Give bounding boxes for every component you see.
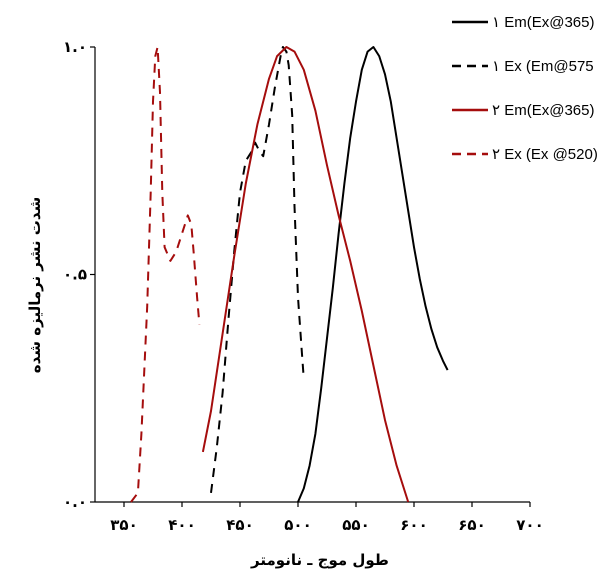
series-line-2 xyxy=(210,46,305,494)
x-axis: ۳۵۰ ۴۰۰ ۴۵۰ ۵۰۰ ۵۵۰ ۶۰۰ ۶۵۰ ۷۰۰ xyxy=(110,502,544,534)
series-layer xyxy=(130,46,449,503)
y-axis: ۰.۰ ۰.۵ ۱.۰ xyxy=(63,38,95,511)
legend-label: ۱ Em(Ex@365) xyxy=(492,14,594,31)
y-tick-label: ۰.۰ xyxy=(63,493,87,511)
y-tick-label: ۰.۵ xyxy=(63,266,87,284)
x-axis-title: طول موج ـ نانومتر xyxy=(250,551,389,569)
plot-area xyxy=(94,47,530,503)
x-tick-label: ۵۵۰ xyxy=(342,516,369,534)
series-line-1 xyxy=(297,46,449,503)
y-tick-label: ۱.۰ xyxy=(63,38,87,56)
series-line-4 xyxy=(130,46,201,503)
x-tick-label: ۴۵۰ xyxy=(226,516,253,534)
legend: ۱ Em(Ex@365) ۱ Ex (Em@575 ۲ Em(Ex@365) ۲ Ex… xyxy=(452,14,598,163)
legend-label: ۱ Ex (Em@575 xyxy=(492,58,594,75)
x-tick-label: ۴۰۰ xyxy=(168,516,195,534)
x-tick-label: ۷۰۰ xyxy=(516,516,543,534)
x-tick-label: ۶۰۰ xyxy=(400,516,427,534)
x-tick-label: ۵۰۰ xyxy=(284,516,311,534)
y-axis-title: شدت نشر نرمالیزه شده xyxy=(26,197,44,373)
series-line-3 xyxy=(201,46,410,503)
legend-label: ۲ Em(Ex@365) xyxy=(492,102,594,119)
legend-label: ۲ Ex (Ex @520) xyxy=(492,146,598,163)
x-tick-label: ۳۵۰ xyxy=(110,516,137,534)
x-tick-label: ۶۵۰ xyxy=(458,516,485,534)
